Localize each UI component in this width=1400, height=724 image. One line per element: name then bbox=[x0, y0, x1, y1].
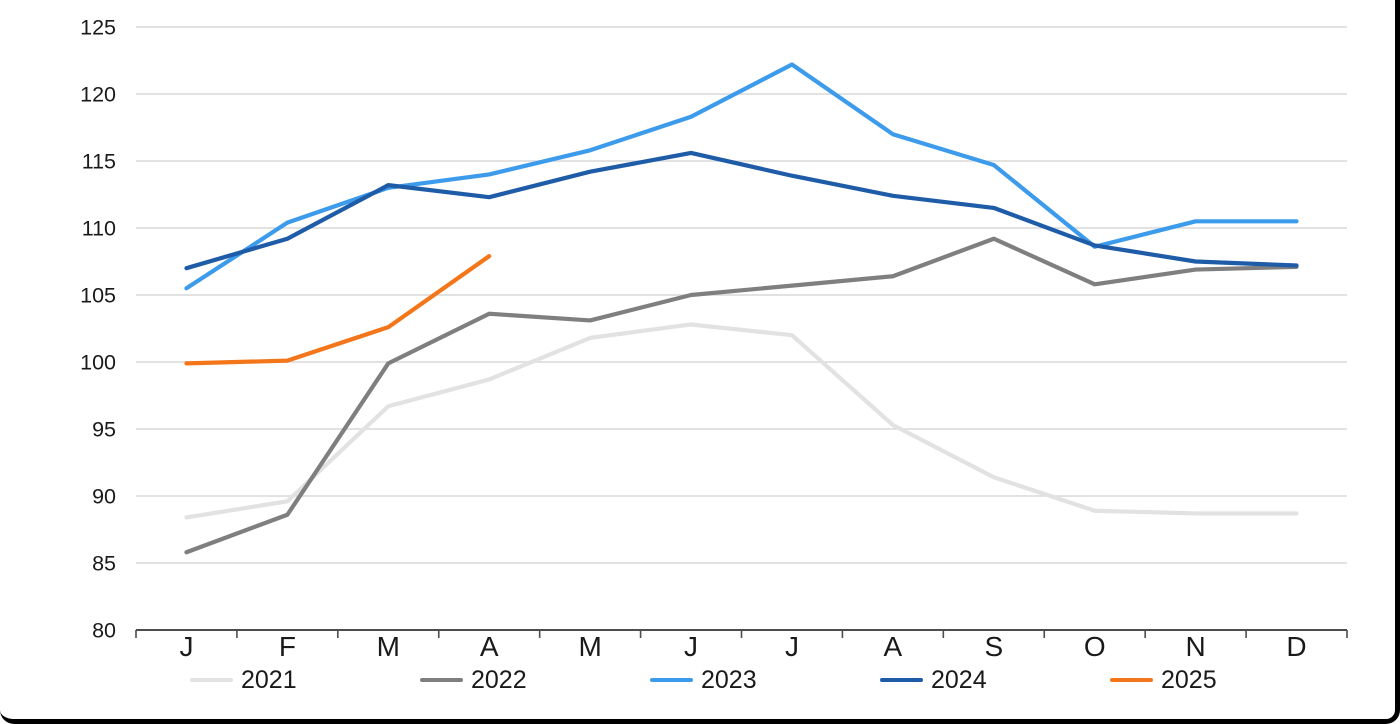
y-axis-label: 80 bbox=[92, 619, 116, 643]
x-axis-label: J bbox=[684, 631, 698, 660]
series-line-2023 bbox=[184, 62, 1299, 291]
y-axis-label: 125 bbox=[80, 16, 116, 40]
x-axis-label: J bbox=[179, 631, 193, 660]
legend-item-2025: 2025 bbox=[1110, 662, 1217, 698]
x-axis-label: A bbox=[884, 631, 903, 660]
legend-item-2022: 2022 bbox=[420, 662, 527, 698]
y-axis-label: 115 bbox=[82, 150, 116, 174]
legend-item-2024: 2024 bbox=[880, 662, 987, 698]
y-axis-label: 90 bbox=[92, 485, 116, 509]
series-line-2022 bbox=[184, 236, 1299, 555]
y-axis-label: 120 bbox=[80, 83, 116, 107]
x-axis-label: M bbox=[377, 631, 400, 660]
legend-item-2023: 2023 bbox=[650, 662, 757, 698]
x-axis-label: N bbox=[1186, 631, 1206, 660]
legend-swatch-2023 bbox=[650, 678, 693, 682]
legend-item-2021: 2021 bbox=[190, 662, 297, 698]
series-line-2024 bbox=[184, 150, 1299, 271]
y-axis-label: 105 bbox=[80, 284, 116, 308]
x-axis-label: J bbox=[785, 631, 799, 660]
series-line-2021 bbox=[184, 322, 1299, 520]
legend-swatch-2022 bbox=[420, 678, 463, 682]
x-axis-label: F bbox=[279, 631, 296, 660]
legend-label-2021: 2021 bbox=[241, 665, 297, 694]
y-axis-label: 100 bbox=[80, 351, 116, 375]
x-axis-label: D bbox=[1286, 631, 1306, 660]
x-axis-label: M bbox=[578, 631, 601, 660]
series-line-2025 bbox=[184, 254, 492, 366]
x-axis-label: O bbox=[1084, 631, 1106, 660]
chart-legend: 2021 2022 2023 2024 2025 bbox=[0, 662, 1395, 702]
x-axis-label: S bbox=[984, 631, 1003, 660]
legend-swatch-2025 bbox=[1110, 678, 1153, 682]
legend-label-2022: 2022 bbox=[471, 665, 527, 694]
legend-label-2023: 2023 bbox=[701, 665, 757, 694]
y-axis-label: 95 bbox=[92, 418, 116, 442]
legend-swatch-2024 bbox=[880, 678, 923, 682]
legend-label-2025: 2025 bbox=[1161, 665, 1217, 694]
line-chart: 80 85 90 95 100 105 110 115 120 125 J F M A M J J A S O N D bbox=[80, 16, 1348, 660]
x-axis-label: A bbox=[480, 631, 499, 660]
y-axis-label: 85 bbox=[92, 552, 116, 576]
y-axis-label: 110 bbox=[82, 217, 116, 241]
legend-label-2024: 2024 bbox=[931, 665, 987, 694]
legend-swatch-2021 bbox=[190, 678, 233, 682]
